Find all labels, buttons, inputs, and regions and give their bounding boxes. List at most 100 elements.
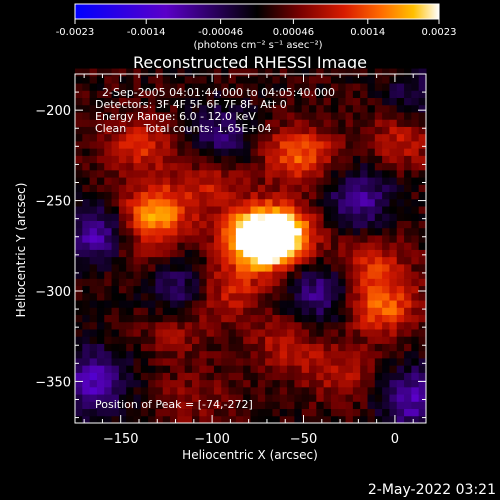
heatmap-cell xyxy=(272,263,281,272)
heatmap-cell xyxy=(228,357,237,366)
heatmap-cell xyxy=(170,292,178,301)
heatmap-cell xyxy=(184,104,193,113)
heatmap-cell xyxy=(96,263,105,272)
heatmap-cell xyxy=(323,336,332,344)
heatmap-cell xyxy=(404,386,412,395)
heatmap-cell xyxy=(177,394,186,402)
heatmap-cell xyxy=(374,365,383,373)
heatmap-cell xyxy=(162,285,171,294)
heatmap-cell xyxy=(126,321,134,330)
heatmap-cell xyxy=(287,90,295,99)
heatmap-cell xyxy=(360,300,368,308)
heatmap-cell xyxy=(213,75,222,84)
heatmap-cell xyxy=(243,234,251,243)
heatmap-cell xyxy=(148,169,156,178)
heatmap-cell xyxy=(243,133,251,142)
heatmap-cell xyxy=(96,97,105,106)
heatmap-cell xyxy=(111,68,120,77)
heatmap-cell xyxy=(330,336,339,344)
heatmap-cell xyxy=(213,111,222,120)
heatmap-cell xyxy=(316,350,325,359)
heatmap-cell xyxy=(192,307,200,316)
heatmap-cell xyxy=(221,140,230,149)
heatmap-cell xyxy=(235,177,244,185)
colorbar-unit: (photons cm⁻² s⁻¹ asec⁻²) xyxy=(193,40,322,51)
heatmap-cell xyxy=(221,357,230,366)
heatmap-cell xyxy=(140,198,149,207)
heatmap-cell xyxy=(323,314,332,323)
heatmap-cell xyxy=(199,119,208,127)
heatmap-cell xyxy=(206,97,215,106)
heatmap-cell xyxy=(184,234,193,243)
heatmap-cell xyxy=(301,408,310,417)
heatmap-cell xyxy=(199,206,208,214)
heatmap-cell xyxy=(330,155,339,164)
heatmap-cell xyxy=(404,184,412,193)
heatmap-cell xyxy=(411,90,420,99)
y-axis-label: Heliocentric Y (arcsec) xyxy=(14,183,28,318)
heatmap-cell xyxy=(287,278,295,287)
heatmap-cell xyxy=(96,242,105,250)
heatmap-cell xyxy=(118,133,127,142)
heatmap-cell xyxy=(360,314,368,323)
heatmap-cell xyxy=(265,234,273,243)
heatmap-cell xyxy=(272,68,281,77)
heatmap-cell xyxy=(162,220,171,229)
heatmap-cell xyxy=(316,343,325,352)
heatmap-cell xyxy=(374,394,383,402)
heatmap-cell xyxy=(228,75,237,84)
heatmap-cell xyxy=(89,372,98,381)
heatmap-cell xyxy=(155,75,164,84)
heatmap-cell xyxy=(279,256,288,265)
heatmap-cell xyxy=(104,148,113,156)
heatmap-cell xyxy=(235,415,244,424)
heatmap-cell xyxy=(360,119,368,127)
heatmap-cell xyxy=(352,307,361,316)
heatmap-cell xyxy=(235,104,244,113)
heatmap-cell xyxy=(199,336,208,344)
heatmap-cell xyxy=(206,104,215,113)
heatmap-cell xyxy=(418,169,427,178)
heatmap-cell xyxy=(96,321,105,330)
heatmap-cell xyxy=(411,184,420,193)
heatmap-cell xyxy=(75,350,83,359)
heatmap-cell xyxy=(89,111,98,120)
heatmap-cell xyxy=(352,278,361,287)
heatmap-cell xyxy=(199,321,208,330)
heatmap-cell xyxy=(411,213,420,221)
heatmap-cell xyxy=(374,198,383,207)
heatmap-cell xyxy=(338,408,347,417)
heatmap-cell xyxy=(89,97,98,106)
heatmap-cell xyxy=(96,227,105,236)
heatmap-cell xyxy=(323,220,332,229)
heatmap-cell xyxy=(257,162,266,171)
heatmap-cell xyxy=(323,321,332,330)
heatmap-cell xyxy=(418,133,427,142)
heatmap-cell xyxy=(374,97,383,106)
heatmap-cell xyxy=(309,177,317,185)
colorbar: -0.0023 -0.0014 -0.00046 0.00046 0.0014 0.002… xyxy=(56,3,457,51)
heatmap-cell xyxy=(265,321,273,330)
heatmap-cell xyxy=(140,307,149,316)
heatmap-cell xyxy=(213,83,222,91)
heatmap-cell xyxy=(82,234,91,243)
heatmap-cell xyxy=(104,386,113,395)
heatmap-cell xyxy=(352,68,361,77)
heatmap-cell xyxy=(82,278,91,287)
x-tick-label: −150 xyxy=(103,432,139,447)
heatmap-cell xyxy=(411,386,420,395)
heatmap-cell xyxy=(367,227,376,236)
heatmap-cell xyxy=(330,372,339,381)
heatmap-cell xyxy=(272,256,281,265)
heatmap-cell xyxy=(257,227,266,236)
heatmap-cell xyxy=(382,307,390,316)
heatmap-cell xyxy=(418,321,427,330)
heatmap-cell xyxy=(162,177,171,185)
heatmap-cell xyxy=(345,234,354,243)
heatmap-cell xyxy=(294,300,303,308)
heatmap-cell xyxy=(126,191,134,200)
heatmap-cell xyxy=(82,75,91,84)
heatmap-cell xyxy=(235,314,244,323)
heatmap-cell xyxy=(287,177,295,185)
heatmap-cell xyxy=(82,249,91,258)
